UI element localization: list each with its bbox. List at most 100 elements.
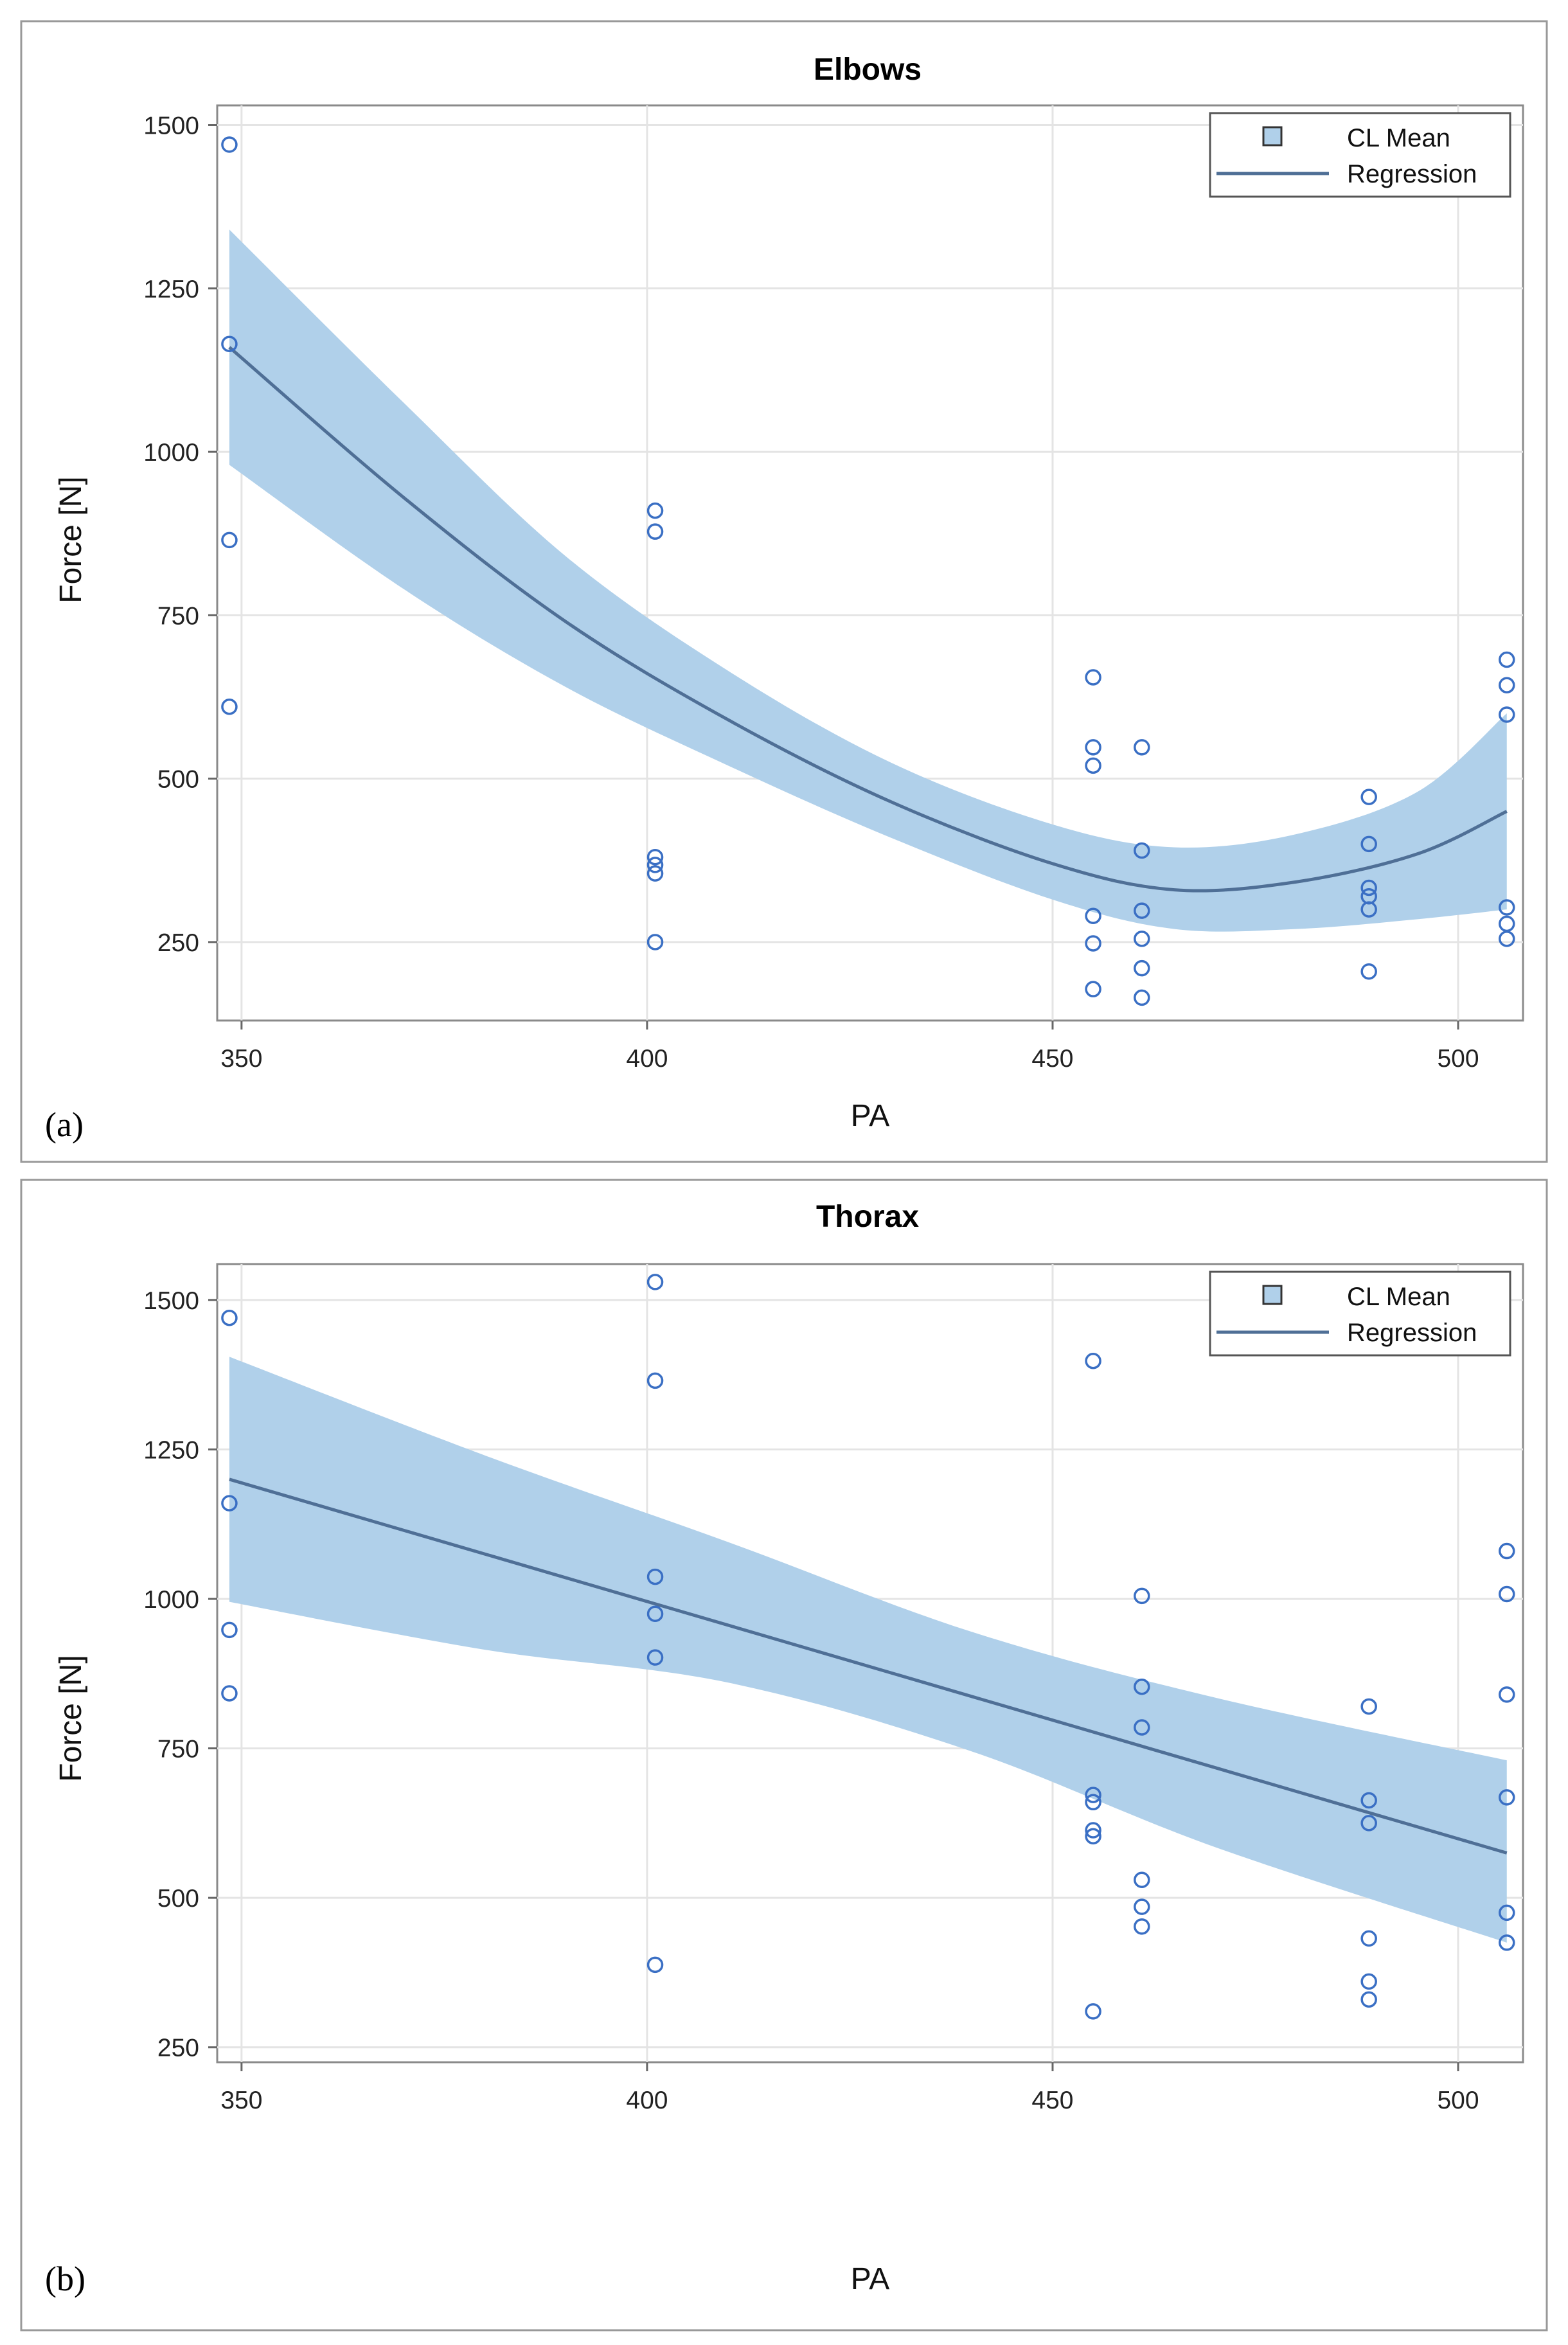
chart-a-data-point-14: [1085, 935, 1101, 952]
chart-b-data-point-9: [646, 1956, 664, 1974]
chart-b-y-ticks: 250 500 750 1000 1250 1500: [143, 1287, 217, 2062]
chart-a-data-point-17: [1134, 842, 1150, 859]
chart-b-data-point-7: [646, 1605, 664, 1622]
chart-a-x-tick-label-1: 400: [626, 1045, 668, 1073]
chart-b-x-ticks: 350 400 450 500: [220, 2062, 1479, 2114]
chart-b-y-tick-label-2: 750: [157, 1736, 199, 1763]
chart-b-cl-band: [229, 1357, 1507, 1943]
chart-b-legend-cl-mean: CL Mean: [1347, 1283, 1450, 1311]
chart-a-data-point-18: [1134, 902, 1150, 919]
chart-b-data-point-4: [646, 1274, 664, 1290]
chart-b-data-point-3: [221, 1685, 238, 1702]
chart-a-x-tick-label-2: 450: [1031, 1045, 1073, 1073]
chart-a-panel-letter: (a): [45, 1105, 84, 1144]
chart-b-y-axis-label: Force [N]: [54, 1655, 88, 1781]
chart-a-legend-band-swatch: [1262, 126, 1283, 147]
chart-a-y-tick-label-1: 500: [157, 766, 199, 794]
chart-b-data-point-5: [646, 1372, 664, 1389]
chart-b-data-point-18: [1134, 1719, 1150, 1736]
chart-b-x-tick-label-2: 450: [1031, 2087, 1073, 2114]
chart-b-data-point-23: [1360, 1792, 1377, 1809]
chart-a-data-point-29: [1499, 677, 1515, 693]
chart-a-data-point-12: [1085, 757, 1101, 774]
chart-b-data-point-30: [1499, 1686, 1515, 1703]
chart-b-legend-box: [1209, 1271, 1511, 1357]
chart-a-data-point-21: [1134, 989, 1150, 1006]
chart-b-data-point-29: [1499, 1585, 1515, 1603]
chart-b-y-tick-label-3: 1000: [143, 1586, 199, 1614]
chart-b-title: Thorax: [816, 1200, 919, 1234]
chart-a-data-point-6: [646, 848, 664, 866]
chart-a-y-axis-label: Force [N]: [54, 476, 88, 603]
chart-b-data-point-2: [221, 1621, 238, 1639]
chart-b-data-point-24: [1360, 1815, 1377, 1832]
chart-b-legend: CL Mean Regression: [1209, 1271, 1511, 1357]
chart-a-title: Elbows: [814, 53, 922, 87]
chart-a-y-tick-label-5: 1500: [143, 112, 199, 140]
chart-a-x-tick-label-3: 500: [1437, 1045, 1479, 1073]
chart-a-data-point-28: [1499, 651, 1515, 668]
chart-b-data-point-22: [1360, 1698, 1377, 1715]
chart-a-x-axis-label: PA: [851, 1099, 889, 1133]
chart-b-y-tick-label-4: 1250: [143, 1436, 199, 1464]
chart-b-y-tick-label-0: 250: [157, 2035, 199, 2062]
chart-a-y-tick-label-2: 750: [157, 602, 199, 630]
chart-a-x-ticks: 350 400 450 500: [220, 1021, 1479, 1073]
chart-b-data-point-11: [1085, 1787, 1101, 1803]
chart-a-y-tick-label-0: 250: [157, 929, 199, 957]
chart-a-data-point-2: [221, 531, 238, 549]
chart-a-regression-line: [228, 346, 1508, 893]
chart-a-y-ticks: 250 500 750 1000 1250 1500: [143, 112, 217, 957]
chart-a-data-point-23: [1360, 835, 1377, 853]
chart-b-data-point-14: [1085, 1828, 1101, 1845]
chart-a-data-point-1: [221, 335, 238, 353]
chart-b-data-point-17: [1134, 1678, 1150, 1695]
chart-b-data-point-15: [1085, 2003, 1101, 2020]
chart-a-points: [221, 136, 1515, 1006]
chart-b-data-point-28: [1499, 1542, 1515, 1560]
chart-a-data-point-27: [1360, 963, 1377, 980]
chart-b-data-point-8: [646, 1649, 664, 1666]
chart-b-legend-regression: Regression: [1347, 1319, 1477, 1347]
chart-a-legend-regression: Regression: [1347, 160, 1477, 188]
chart-a-data-point-4: [646, 502, 664, 519]
chart-a-data-point-15: [1085, 981, 1101, 997]
chart-b-data-point-16: [1134, 1587, 1150, 1605]
chart-a-data-point-13: [1085, 907, 1101, 925]
chart-a-legend: CL Mean Regression: [1209, 112, 1511, 198]
chart-b-x-tick-label-3: 500: [1437, 2087, 1479, 2114]
chart-b-data-point-19: [1134, 1871, 1150, 1888]
chart-b-legend-band-swatch: [1262, 1285, 1283, 1305]
chart-a-data-point-9: [646, 934, 664, 950]
chart-a-data-point-24: [1360, 879, 1377, 896]
chart-b-y-tick-label-5: 1500: [143, 1287, 199, 1315]
chart-a-data-point-7: [646, 857, 664, 873]
chart-b-points: [221, 1274, 1515, 2020]
chart-b-data-point-21: [1134, 1918, 1150, 1935]
chart-a-data-point-26: [1360, 901, 1377, 918]
chart-b-data-point-32: [1499, 1904, 1515, 1921]
chart-b-data-point-20: [1134, 1898, 1150, 1915]
chart-a-data-point-8: [646, 865, 664, 882]
chart-b-data-point-13: [1085, 1822, 1101, 1839]
chart-a-legend-cl-mean: CL Mean: [1347, 124, 1450, 152]
chart-a-data-point-11: [1085, 739, 1101, 756]
chart-panel-a: Elbows 350 400 450 500 250 500 750 1000 1250 150…: [20, 20, 1548, 1163]
chart-b-data-point-26: [1360, 1973, 1377, 1990]
chart-a-data-point-31: [1499, 899, 1515, 916]
chart-a-data-point-16: [1134, 739, 1150, 756]
chart-a-data-point-30: [1499, 706, 1515, 723]
chart-b-data-point-0: [221, 1309, 238, 1326]
chart-b-x-tick-label-1: 400: [626, 2087, 668, 2114]
chart-a-y-tick-label-3: 1000: [143, 439, 199, 467]
chart-a-data-point-19: [1134, 931, 1150, 947]
chart-a-y-tick-label-4: 1250: [143, 276, 199, 303]
chart-b-data-point-6: [646, 1568, 664, 1585]
chart-b-regression-line: [229, 1477, 1508, 1855]
chart-b-x-tick-label-0: 350: [220, 2087, 262, 2114]
chart-a-data-point-10: [1085, 669, 1101, 686]
chart-b-data-point-31: [1499, 1789, 1515, 1806]
chart-a-data-point-5: [646, 523, 664, 540]
chart-b-data-point-33: [1499, 1934, 1515, 1951]
chart-b-data-point-12: [1085, 1794, 1101, 1811]
